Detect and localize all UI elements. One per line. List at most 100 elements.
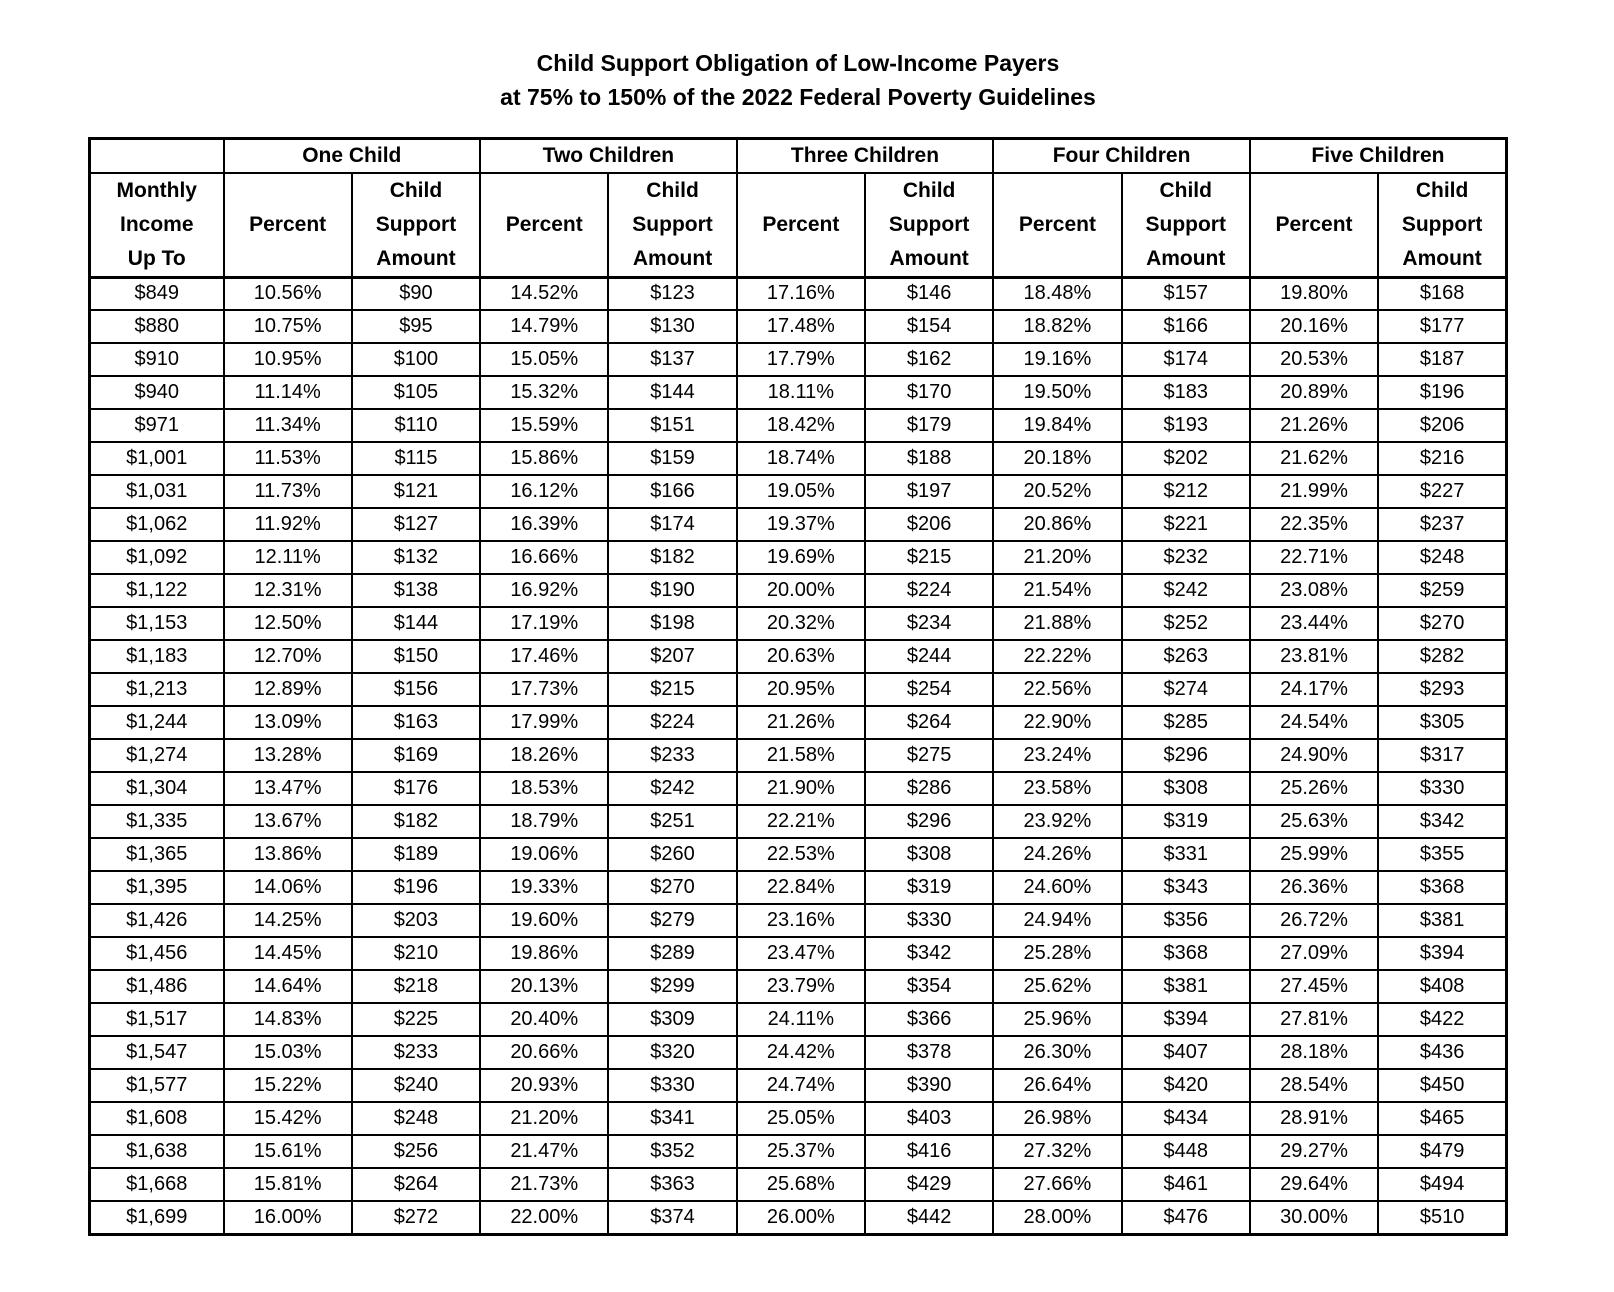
income-cell: $1,122	[88, 573, 225, 608]
percent-cell: 25.37%	[735, 1134, 866, 1169]
amount-cell: $259	[1377, 573, 1508, 608]
percent-cell: 26.30%	[992, 1035, 1123, 1070]
percent-cell: 24.94%	[992, 903, 1123, 938]
amount-cell: $355	[1377, 837, 1508, 872]
income-cell: $940	[88, 375, 225, 410]
percent-cell: 21.90%	[735, 771, 866, 806]
income-cell: $1,213	[88, 672, 225, 707]
percent-cell: 24.42%	[735, 1035, 866, 1070]
amount-cell: $206	[863, 507, 995, 542]
table-row: $1,486 14.64% $218 20.13% $299 23.79% $354 25.6…	[88, 969, 1508, 1004]
percent-cell: 16.12%	[479, 474, 610, 509]
amount-cell: $215	[607, 672, 738, 707]
group-header-one-child: One Child	[222, 137, 482, 174]
amount-cell: $115	[350, 441, 482, 476]
income-cell: $1,183	[88, 639, 225, 674]
amount-cell: $378	[863, 1035, 995, 1070]
amount-cell: $270	[607, 870, 738, 905]
percent-cell: 19.16%	[992, 342, 1123, 377]
amount-cell: $105	[350, 375, 482, 410]
percent-cell: 12.70%	[222, 639, 353, 674]
percent-cell: 15.59%	[479, 408, 610, 443]
amount-cell: $450	[1377, 1068, 1508, 1103]
percent-cell: 23.81%	[1248, 639, 1380, 674]
amount-cell: $183	[1120, 375, 1251, 410]
amount-cell: $256	[350, 1134, 482, 1169]
percent-cell: 21.26%	[1248, 408, 1380, 443]
income-cell: $1,668	[88, 1167, 225, 1202]
amount-cell: $479	[1377, 1134, 1508, 1169]
income-cell: $1,001	[88, 441, 225, 476]
amount-cell: $429	[863, 1167, 995, 1202]
percent-cell: 13.47%	[222, 771, 353, 806]
table-row: $1,001 11.53% $115 15.86% $159 18.74% $188 20.1…	[88, 441, 1508, 476]
percent-cell: 24.74%	[735, 1068, 866, 1103]
percent-column-header: Percent	[735, 171, 866, 279]
amount-cell: $272	[350, 1200, 482, 1235]
amount-cell: $95	[350, 309, 482, 344]
amount-cell: $263	[1120, 639, 1251, 674]
amount-cell: $100	[350, 342, 482, 377]
amount-column-header: Child Support Amount	[1120, 171, 1251, 279]
percent-cell: 18.82%	[992, 309, 1123, 344]
percent-cell: 23.16%	[735, 903, 866, 938]
amount-cell: $202	[1120, 441, 1251, 476]
percent-cell: 25.99%	[1248, 837, 1380, 872]
amount-cell: $356	[1120, 903, 1251, 938]
percent-cell: 23.24%	[992, 738, 1123, 773]
amount-cell: $296	[863, 804, 995, 839]
percent-cell: 18.48%	[992, 276, 1123, 311]
percent-cell: 13.28%	[222, 738, 353, 773]
amount-cell: $206	[1377, 408, 1508, 443]
percent-cell: 20.95%	[735, 672, 866, 707]
amount-cell: $390	[863, 1068, 995, 1103]
percent-cell: 11.53%	[222, 441, 353, 476]
amount-cell: $282	[1377, 639, 1508, 674]
percent-cell: 22.21%	[735, 804, 866, 839]
amount-cell: $227	[1377, 474, 1508, 509]
amount-cell: $221	[1120, 507, 1251, 542]
percent-cell: 20.13%	[479, 969, 610, 1004]
column-header-row: Monthly Income Up To Percent Child Suppo…	[88, 171, 1508, 279]
percent-cell: 10.95%	[222, 342, 353, 377]
percent-cell: 17.99%	[479, 705, 610, 740]
percent-cell: 19.06%	[479, 837, 610, 872]
percent-cell: 15.81%	[222, 1167, 353, 1202]
amount-cell: $224	[607, 705, 738, 740]
income-cell: $1,153	[88, 606, 225, 641]
percent-cell: 30.00%	[1248, 1200, 1380, 1235]
percent-cell: 22.84%	[735, 870, 866, 905]
table-row: $971 11.34% $110 15.59% $151 18.42% $179 19.84%…	[88, 408, 1508, 443]
percent-cell: 19.80%	[1248, 276, 1380, 311]
percent-cell: 28.91%	[1248, 1101, 1380, 1136]
amount-cell: $218	[350, 969, 482, 1004]
percent-cell: 24.17%	[1248, 672, 1380, 707]
income-cell: $971	[88, 408, 225, 443]
table-row: $1,365 13.86% $189 19.06% $260 22.53% $308 24.2…	[88, 837, 1508, 872]
amount-cell: $394	[1377, 936, 1508, 971]
percent-cell: 18.26%	[479, 738, 610, 773]
amount-cell: $317	[1377, 738, 1508, 773]
percent-cell: 19.37%	[735, 507, 866, 542]
amount-cell: $274	[1120, 672, 1251, 707]
page-title-line1: Child Support Obligation of Low-Income P…	[536, 50, 1060, 76]
amount-cell: $233	[607, 738, 738, 773]
amount-cell: $166	[1120, 309, 1251, 344]
amount-cell: $123	[607, 276, 738, 311]
percent-column-header: Percent	[992, 171, 1123, 279]
amount-cell: $154	[863, 309, 995, 344]
percent-cell: 22.53%	[735, 837, 866, 872]
percent-cell: 15.32%	[479, 375, 610, 410]
percent-cell: 28.54%	[1248, 1068, 1380, 1103]
percent-cell: 12.89%	[222, 672, 353, 707]
table-row: $940 11.14% $105 15.32% $144 18.11% $170 19.50%…	[88, 375, 1508, 410]
amount-cell: $179	[863, 408, 995, 443]
amount-cell: $169	[350, 738, 482, 773]
amount-cell: $366	[863, 1002, 995, 1037]
amount-cell: $354	[863, 969, 995, 1004]
amount-cell: $368	[1377, 870, 1508, 905]
amount-cell: $286	[863, 771, 995, 806]
table-row: $1,092 12.11% $132 16.66% $182 19.69% $215 21.2…	[88, 540, 1508, 575]
income-cell: $1,274	[88, 738, 225, 773]
amount-cell: $233	[350, 1035, 482, 1070]
